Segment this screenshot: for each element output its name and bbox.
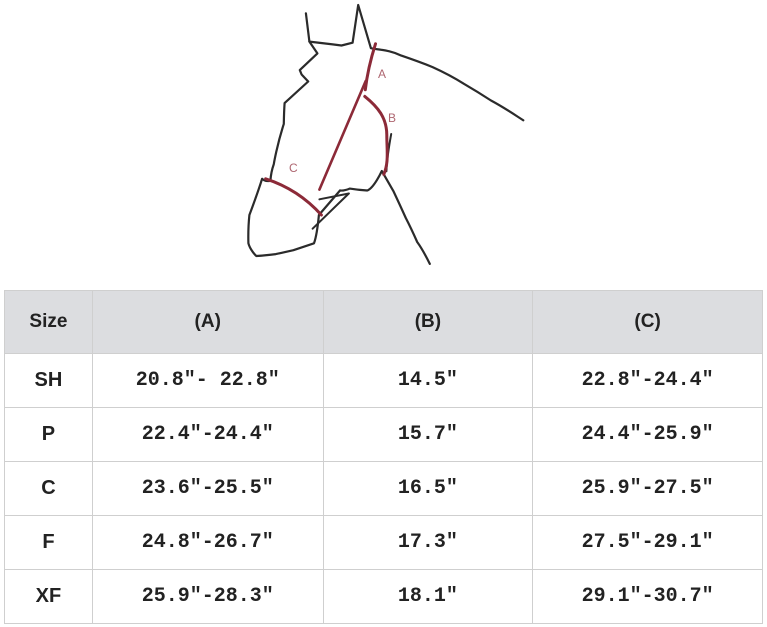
svg-text:B: B [388,111,396,125]
svg-text:C: C [289,161,298,175]
svg-text:A: A [378,67,386,81]
